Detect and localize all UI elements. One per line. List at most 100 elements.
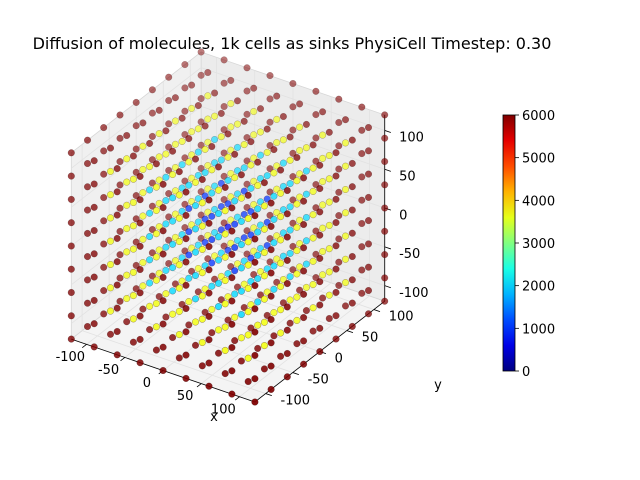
colorbar-tick-label: 2000: [522, 280, 555, 295]
data-point: [211, 89, 219, 97]
data-point: [208, 259, 216, 267]
data-point: [254, 298, 262, 306]
data-point: [171, 210, 179, 218]
data-point: [178, 114, 186, 122]
data-point: [194, 218, 202, 226]
data-point: [83, 299, 92, 307]
data-point: [132, 215, 140, 223]
data-point: [188, 244, 196, 252]
data-point: [266, 188, 274, 196]
data-point: [277, 189, 285, 197]
data-point: [316, 348, 324, 356]
data-point: [165, 73, 173, 81]
data-point: [198, 292, 206, 300]
data-point: [106, 191, 115, 199]
data-point: [286, 156, 294, 164]
data-point: [231, 243, 239, 252]
data-point: [208, 142, 216, 151]
data-point: [381, 297, 389, 305]
data-point: [211, 112, 219, 120]
data-point: [312, 274, 320, 282]
colorbar-tick-label: 4000: [522, 194, 555, 209]
data-point: [129, 152, 137, 160]
data-point: [169, 217, 177, 225]
data-point: [129, 198, 137, 207]
data-point: [260, 365, 268, 373]
data-point: [228, 320, 236, 328]
data-point: [250, 131, 258, 139]
x-tick-label: -50: [98, 363, 119, 378]
data-point: [254, 158, 262, 166]
data-point: [175, 214, 183, 222]
data-point: [152, 346, 160, 354]
data-point: [221, 346, 229, 354]
data-point: [152, 276, 160, 284]
data-point: [204, 68, 212, 77]
data-point: [100, 240, 108, 248]
data-point: [211, 135, 219, 144]
data-point: [221, 253, 229, 261]
data-point: [191, 271, 200, 280]
data-point: [185, 204, 193, 213]
data-point: [132, 145, 140, 153]
data-point: [220, 126, 228, 134]
data-point: [325, 245, 333, 253]
data-point: [129, 268, 137, 276]
data-point: [220, 242, 228, 250]
data-point: [263, 172, 271, 180]
data-point: [237, 171, 245, 179]
data-point: [319, 271, 327, 279]
data-point: [182, 374, 190, 382]
data-point: [90, 250, 98, 258]
data-point: [194, 148, 202, 156]
data-point: [185, 321, 193, 329]
data-point: [146, 139, 154, 147]
data-point: [277, 213, 285, 221]
data-point: [244, 284, 252, 292]
data-point: [256, 128, 265, 136]
data-point: [296, 146, 304, 155]
data-point: [83, 206, 92, 214]
data-point: [113, 165, 121, 173]
data-point: [293, 340, 301, 348]
data-point: [220, 149, 228, 157]
data-point: [302, 120, 310, 128]
data-point: [155, 106, 163, 114]
data-point: [231, 197, 239, 205]
data-point: [243, 87, 251, 95]
data-point: [182, 235, 190, 243]
data-point: [224, 176, 232, 184]
data-point: [205, 266, 213, 274]
data-point: [302, 213, 310, 222]
data-point: [312, 111, 320, 119]
data-point: [197, 48, 205, 56]
data-point: [205, 359, 213, 367]
data-point: [171, 187, 179, 195]
data-point: [270, 332, 278, 340]
data-point: [113, 211, 121, 219]
data-point: [302, 260, 310, 268]
data-point: [194, 264, 202, 273]
data-point: [224, 130, 232, 138]
data-point: [267, 269, 275, 277]
data-point: [181, 200, 189, 208]
data-point: [283, 280, 291, 288]
data-point: [227, 263, 235, 271]
data-point: [178, 137, 186, 145]
data-point: [233, 236, 242, 245]
data-point: [217, 202, 225, 211]
grid-line: [71, 183, 202, 286]
data-point: [309, 257, 317, 265]
data-point: [270, 239, 278, 247]
data-point: [155, 153, 163, 161]
y-tick-mark: [292, 372, 299, 376]
data-point: [240, 187, 248, 195]
data-point: [332, 312, 340, 320]
data-point: [132, 122, 140, 130]
data-point: [162, 266, 170, 274]
y-tick-label: 100: [389, 309, 414, 324]
data-point: [116, 251, 124, 259]
data-point: [162, 173, 170, 181]
data-point: [208, 305, 216, 313]
data-point: [266, 141, 274, 150]
